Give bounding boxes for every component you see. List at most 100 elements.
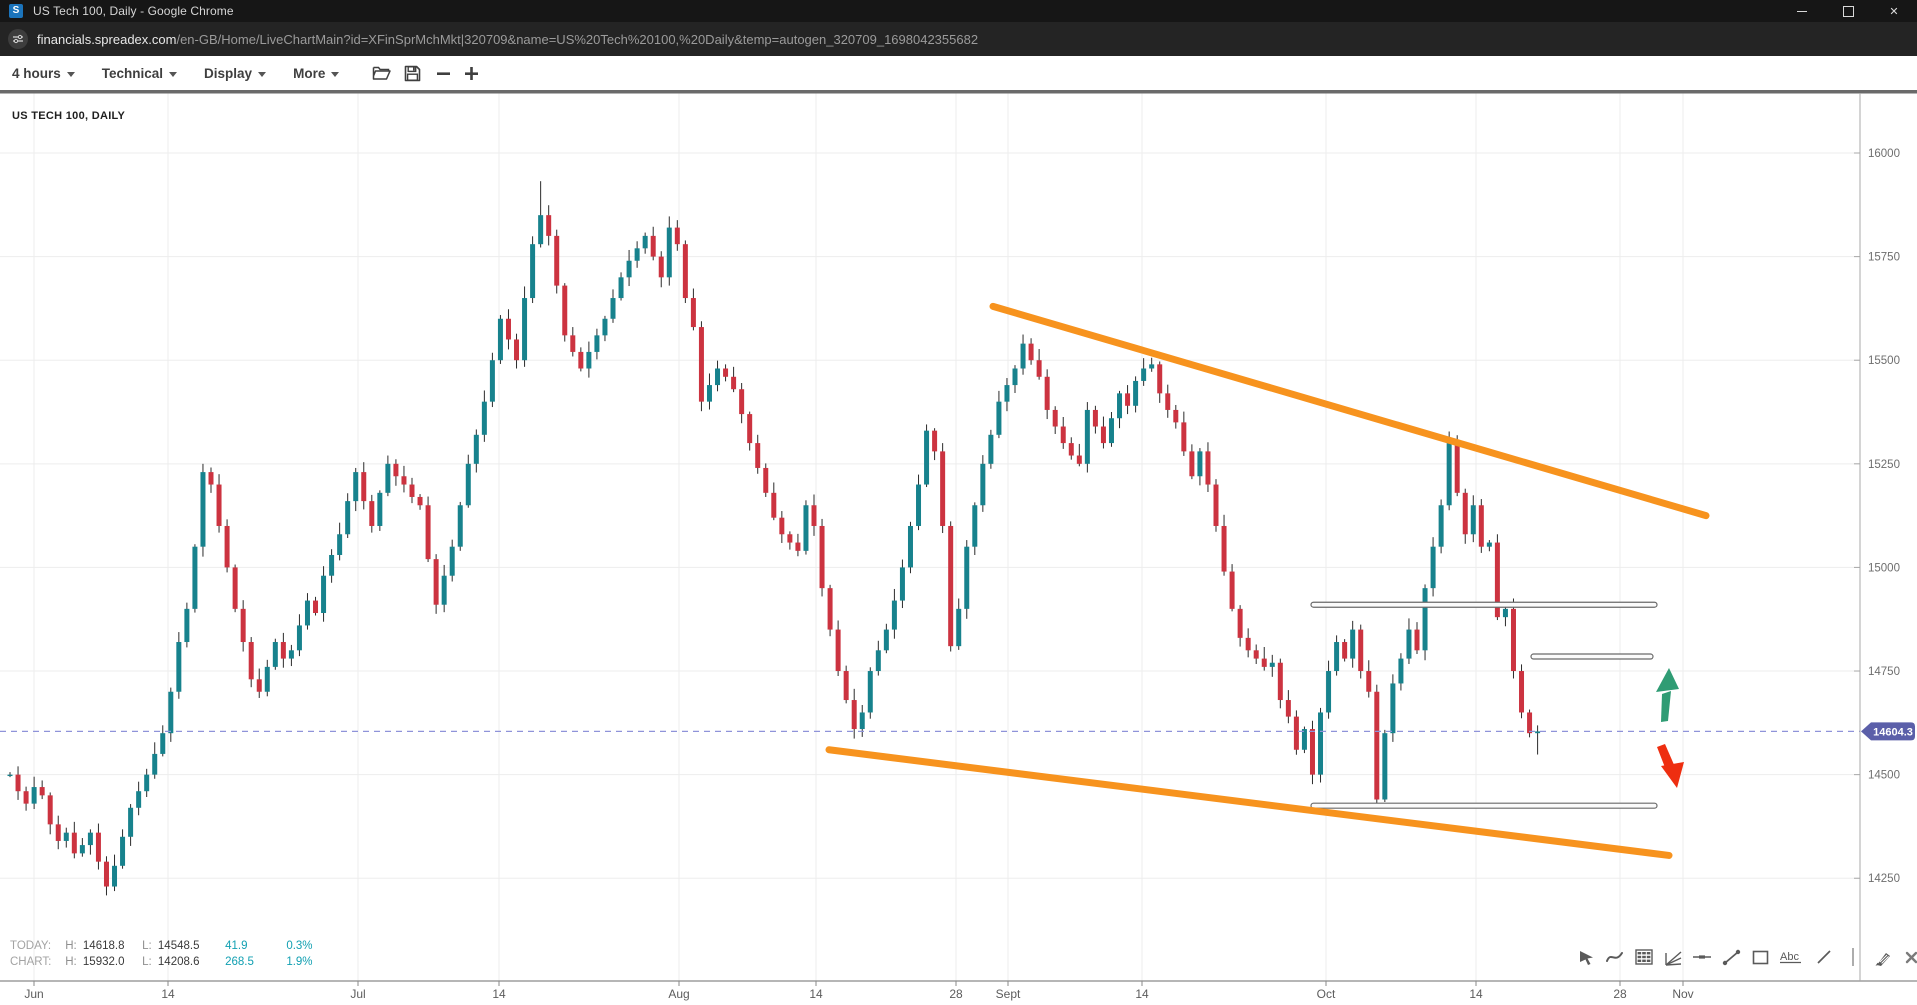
candle-up: [200, 472, 206, 547]
candle-down: [313, 600, 319, 614]
close-button[interactable]: ✕: [1871, 0, 1917, 22]
candle-up: [538, 215, 544, 245]
support-resistance-box: [1310, 601, 1658, 608]
candle-down: [208, 472, 214, 485]
candle-up: [321, 575, 327, 614]
up-arrow-annotation: [1656, 668, 1679, 692]
candle-down: [1414, 629, 1420, 651]
technical-dropdown[interactable]: Technical: [102, 66, 178, 81]
site-info-icon[interactable]: [8, 29, 28, 49]
save-icon: [405, 65, 421, 81]
close-drawbar-icon[interactable]: [1901, 946, 1917, 968]
x-axis-label: Jul: [350, 987, 365, 1001]
candle-up: [337, 534, 343, 555]
display-dropdown[interactable]: Display: [204, 66, 267, 81]
rectangle-tool-icon[interactable]: [1750, 946, 1770, 968]
candle-up: [160, 733, 166, 754]
candle-up: [1117, 393, 1123, 419]
candle-down: [554, 235, 560, 286]
candle-down: [401, 476, 407, 485]
candle-up: [891, 600, 897, 630]
fan-lines-tool-icon[interactable]: [1663, 946, 1683, 968]
brush-tool-icon[interactable]: [1872, 946, 1892, 968]
minimize-icon: [1797, 10, 1807, 12]
candle-up: [875, 650, 881, 672]
minimize-button[interactable]: [1779, 0, 1825, 22]
candle-up: [1004, 385, 1010, 402]
chart-change-value: 268.5: [225, 956, 254, 968]
candle-up: [916, 484, 922, 526]
candle-up: [87, 832, 93, 846]
diagonal-line-tool-icon[interactable]: [1814, 946, 1834, 968]
candle-up: [1269, 662, 1275, 667]
candle-up: [1334, 642, 1340, 672]
candle-up: [465, 463, 471, 506]
y-axis-label: 14750: [1868, 666, 1900, 678]
candle-down: [1494, 542, 1500, 618]
more-dropdown[interactable]: More: [293, 66, 340, 81]
candle-up: [79, 845, 85, 854]
candle-up: [1446, 443, 1452, 506]
candle-up: [457, 505, 463, 547]
candle-down: [240, 608, 246, 643]
candle-up: [176, 642, 182, 692]
candle-down: [698, 327, 704, 402]
candle-down: [224, 525, 230, 568]
candle-up: [1012, 368, 1018, 386]
candle-up: [192, 546, 198, 609]
period-dropdown[interactable]: 4 hours: [12, 66, 75, 81]
maximize-button[interactable]: [1825, 0, 1871, 22]
candle-up: [385, 463, 391, 493]
open-chart-button[interactable]: [372, 65, 392, 81]
chart-change-pct: 1.9%: [286, 956, 313, 968]
candle-up: [1486, 542, 1492, 547]
candle-up: [168, 691, 174, 734]
text-tool-icon[interactable]: Abc: [1779, 946, 1805, 968]
curve-tool-icon[interactable]: [1605, 946, 1625, 968]
zoom-out-button[interactable]: [436, 66, 451, 81]
candle-down: [1229, 571, 1235, 609]
fib-grid-tool-icon[interactable]: [1634, 946, 1654, 968]
candle-up: [353, 472, 359, 502]
pointer-tool-icon[interactable]: [1576, 946, 1596, 968]
candle-up: [112, 865, 118, 887]
candle-up: [1390, 683, 1396, 734]
trend-line-tool-icon[interactable]: [1721, 946, 1741, 968]
candle-down: [932, 430, 938, 452]
high-key: H:: [65, 940, 77, 952]
today-label: TODAY:: [10, 940, 52, 952]
candle-up: [377, 492, 383, 526]
url-field[interactable]: financials.spreadex.com/en-GB/Home/LiveC…: [37, 32, 978, 47]
today-low-value: 14548.5: [157, 940, 200, 952]
candle-down: [248, 642, 254, 680]
candle-down: [1277, 662, 1283, 701]
y-axis-label: 15000: [1868, 562, 1900, 574]
candle-down: [369, 501, 375, 526]
save-chart-button[interactable]: [404, 65, 421, 82]
candle-down: [1478, 505, 1484, 547]
chevron-down-icon: [258, 71, 267, 77]
candle-down: [433, 559, 439, 605]
period-label: 4 hours: [12, 65, 61, 81]
candle-down: [787, 534, 793, 543]
x-axis-label: 14: [1135, 987, 1149, 1001]
chart-symbol-label: US TECH 100, DAILY: [12, 110, 126, 122]
candle-down: [216, 484, 222, 526]
candle-down: [1205, 451, 1211, 485]
candle-up: [996, 401, 1002, 435]
candle-down: [409, 484, 415, 497]
candle-down: [948, 525, 954, 647]
candle-up: [1149, 364, 1155, 369]
chart-high-value: 15932.0: [82, 956, 125, 968]
candle-down: [1044, 376, 1050, 410]
candle-up: [304, 600, 310, 626]
candle-up: [1301, 729, 1307, 750]
zoom-in-button[interactable]: [464, 66, 479, 81]
up-arrow-annotation: [1661, 691, 1671, 722]
candle-down: [1100, 426, 1106, 444]
titlebar: S US Tech 100, Daily - Google Chrome ✕: [0, 0, 1917, 22]
support-resistance-box: [1530, 653, 1654, 660]
horizontal-line-tool-icon[interactable]: [1692, 946, 1712, 968]
x-axis-label: 14: [161, 987, 175, 1001]
